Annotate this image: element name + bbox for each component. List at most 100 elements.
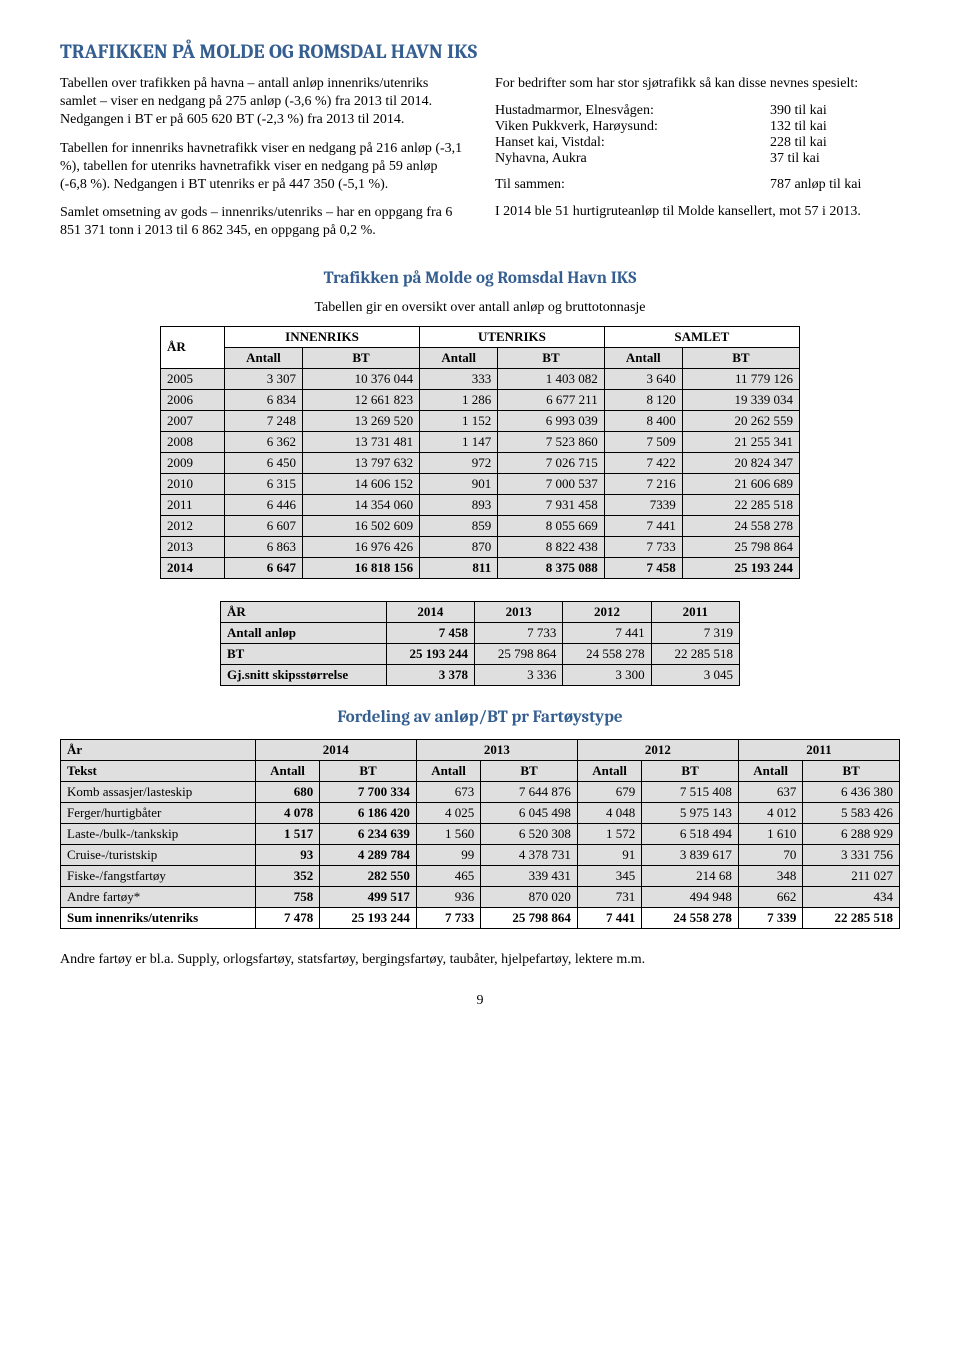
cell: 6 647 (224, 557, 302, 578)
kv-key: Nyhavna, Aukra (495, 151, 770, 167)
table-row: Komb assasjer/lasteskip6807 700 3346737 … (61, 781, 900, 802)
th: 2013 (475, 601, 563, 622)
cell: 6 186 420 (320, 802, 417, 823)
table-header-row: ÅR 2014 2013 2012 2011 (221, 601, 740, 622)
table-row: 20066 83412 661 8231 2866 677 2118 12019… (161, 389, 800, 410)
intro-columns: Tabellen over trafikken på havna – antal… (60, 75, 900, 251)
th: BT (481, 760, 578, 781)
cell: 6 450 (224, 452, 302, 473)
table-row: Laste-/bulk-/tankskip1 5176 234 6391 560… (61, 823, 900, 844)
cell: Laste-/bulk-/tankskip (61, 823, 256, 844)
th: BT (803, 760, 900, 781)
th: Antall (577, 760, 641, 781)
cell: 7 339 (738, 907, 802, 928)
cell: 3 640 (604, 368, 682, 389)
cell: 8 055 669 (498, 515, 604, 536)
cell: 8 822 438 (498, 536, 604, 557)
cell: 7 441 (577, 907, 641, 928)
th: 2014 (386, 601, 474, 622)
cell: 637 (738, 781, 802, 802)
th: Antall (420, 347, 498, 368)
cell: 13 269 520 (302, 410, 419, 431)
table-header-row: ÅR INNENRIKS UTENRIKS SAMLET (161, 326, 800, 347)
cell: 1 572 (577, 823, 641, 844)
cell: 25 798 864 (475, 643, 563, 664)
table-subheader-row: Antall BT Antall BT Antall BT (161, 347, 800, 368)
cell: Fiske-/fangstfartøy (61, 865, 256, 886)
cell: Cruise-/turistskip (61, 844, 256, 865)
table-row: Antall anløp7 4587 7337 4417 319 (221, 622, 740, 643)
th: SAMLET (604, 326, 799, 347)
cell: 93 (255, 844, 319, 865)
cell: 1 152 (420, 410, 498, 431)
cell: 6 315 (224, 473, 302, 494)
kv-key: Til sammen: (495, 177, 770, 193)
cell: 1 403 082 (498, 368, 604, 389)
cell: 7 478 (255, 907, 319, 928)
cell: 4 048 (577, 802, 641, 823)
cell: 14 606 152 (302, 473, 419, 494)
cell: 6 288 929 (803, 823, 900, 844)
cell: 7 441 (604, 515, 682, 536)
cell: 6 436 380 (803, 781, 900, 802)
cell: Andre fartøy* (61, 886, 256, 907)
cell: 6 234 639 (320, 823, 417, 844)
cell: 758 (255, 886, 319, 907)
cell: 6 045 498 (481, 802, 578, 823)
cell: 3 331 756 (803, 844, 900, 865)
cell: 10 376 044 (302, 368, 419, 389)
cell: 19 339 034 (682, 389, 799, 410)
cell: Ferger/hurtigbåter (61, 802, 256, 823)
para: Samlet omsetning av gods – innenriks/ute… (60, 204, 465, 240)
cell: 2009 (161, 452, 225, 473)
cell: 7 458 (604, 557, 682, 578)
cell: 91 (577, 844, 641, 865)
cell: 7339 (604, 494, 682, 515)
cell: 24 558 278 (563, 643, 651, 664)
cell: 214 68 (642, 865, 739, 886)
cell: 211 027 (803, 865, 900, 886)
cell: 20 824 347 (682, 452, 799, 473)
cell: 7 733 (604, 536, 682, 557)
cell: 3 336 (475, 664, 563, 685)
cell: Gj.snitt skipsstørrelse (221, 664, 387, 685)
cell: 4 378 731 (481, 844, 578, 865)
cell: 731 (577, 886, 641, 907)
cell: 499 517 (320, 886, 417, 907)
para: Tabellen for innenriks havnetrafikk vise… (60, 140, 465, 195)
table-row: 20053 30710 376 0443331 403 0823 64011 7… (161, 368, 800, 389)
th: Antall (224, 347, 302, 368)
cell: 2013 (161, 536, 225, 557)
table-header-row: År 2014 2013 2012 2011 (61, 739, 900, 760)
table-row: Sum innenriks/utenriks7 47825 193 2447 7… (61, 907, 900, 928)
vessel-type-table: År 2014 2013 2012 2011 Tekst Antall BT A… (60, 739, 900, 929)
cell: 2010 (161, 473, 225, 494)
page-title: TRAFIKKEN PÅ MOLDE OG ROMSDAL HAVN IKS (60, 40, 900, 63)
cell: 22 285 518 (803, 907, 900, 928)
table-row: Ferger/hurtigbåter4 0786 186 4204 0256 0… (61, 802, 900, 823)
table-row: 20126 60716 502 6098598 055 6697 44124 5… (161, 515, 800, 536)
footnote: Andre fartøy er bl.a. Supply, orlogsfart… (60, 951, 900, 969)
cell: 25 193 244 (386, 643, 474, 664)
cell: 679 (577, 781, 641, 802)
th: 2011 (738, 739, 899, 760)
cell: 6 834 (224, 389, 302, 410)
cell: 1 147 (420, 431, 498, 452)
para: I 2014 ble 51 hurtigruteanløp til Molde … (495, 203, 900, 221)
table-row: 20077 24813 269 5201 1526 993 0398 40020… (161, 410, 800, 431)
cell: 21 606 689 (682, 473, 799, 494)
section-sub: Tabellen gir en oversikt over antall anl… (60, 300, 900, 316)
cell: 936 (416, 886, 480, 907)
cell: 7 644 876 (481, 781, 578, 802)
cell: 339 431 (481, 865, 578, 886)
right-column: For bedrifter som har stor sjøtrafikk så… (495, 75, 900, 251)
cell: 3 307 (224, 368, 302, 389)
table-row: 20116 44614 354 0608937 931 458733922 28… (161, 494, 800, 515)
kv-row: Hustadmarmor, Elnesvågen: 390 til kai (495, 103, 900, 119)
cell: 7 931 458 (498, 494, 604, 515)
kv-total: Til sammen: 787 anløp til kai (495, 177, 900, 193)
cell: 352 (255, 865, 319, 886)
traffic-table: ÅR INNENRIKS UTENRIKS SAMLET Antall BT A… (160, 326, 800, 579)
cell: 11 779 126 (682, 368, 799, 389)
table-row: 20096 45013 797 6329727 026 7157 42220 8… (161, 452, 800, 473)
